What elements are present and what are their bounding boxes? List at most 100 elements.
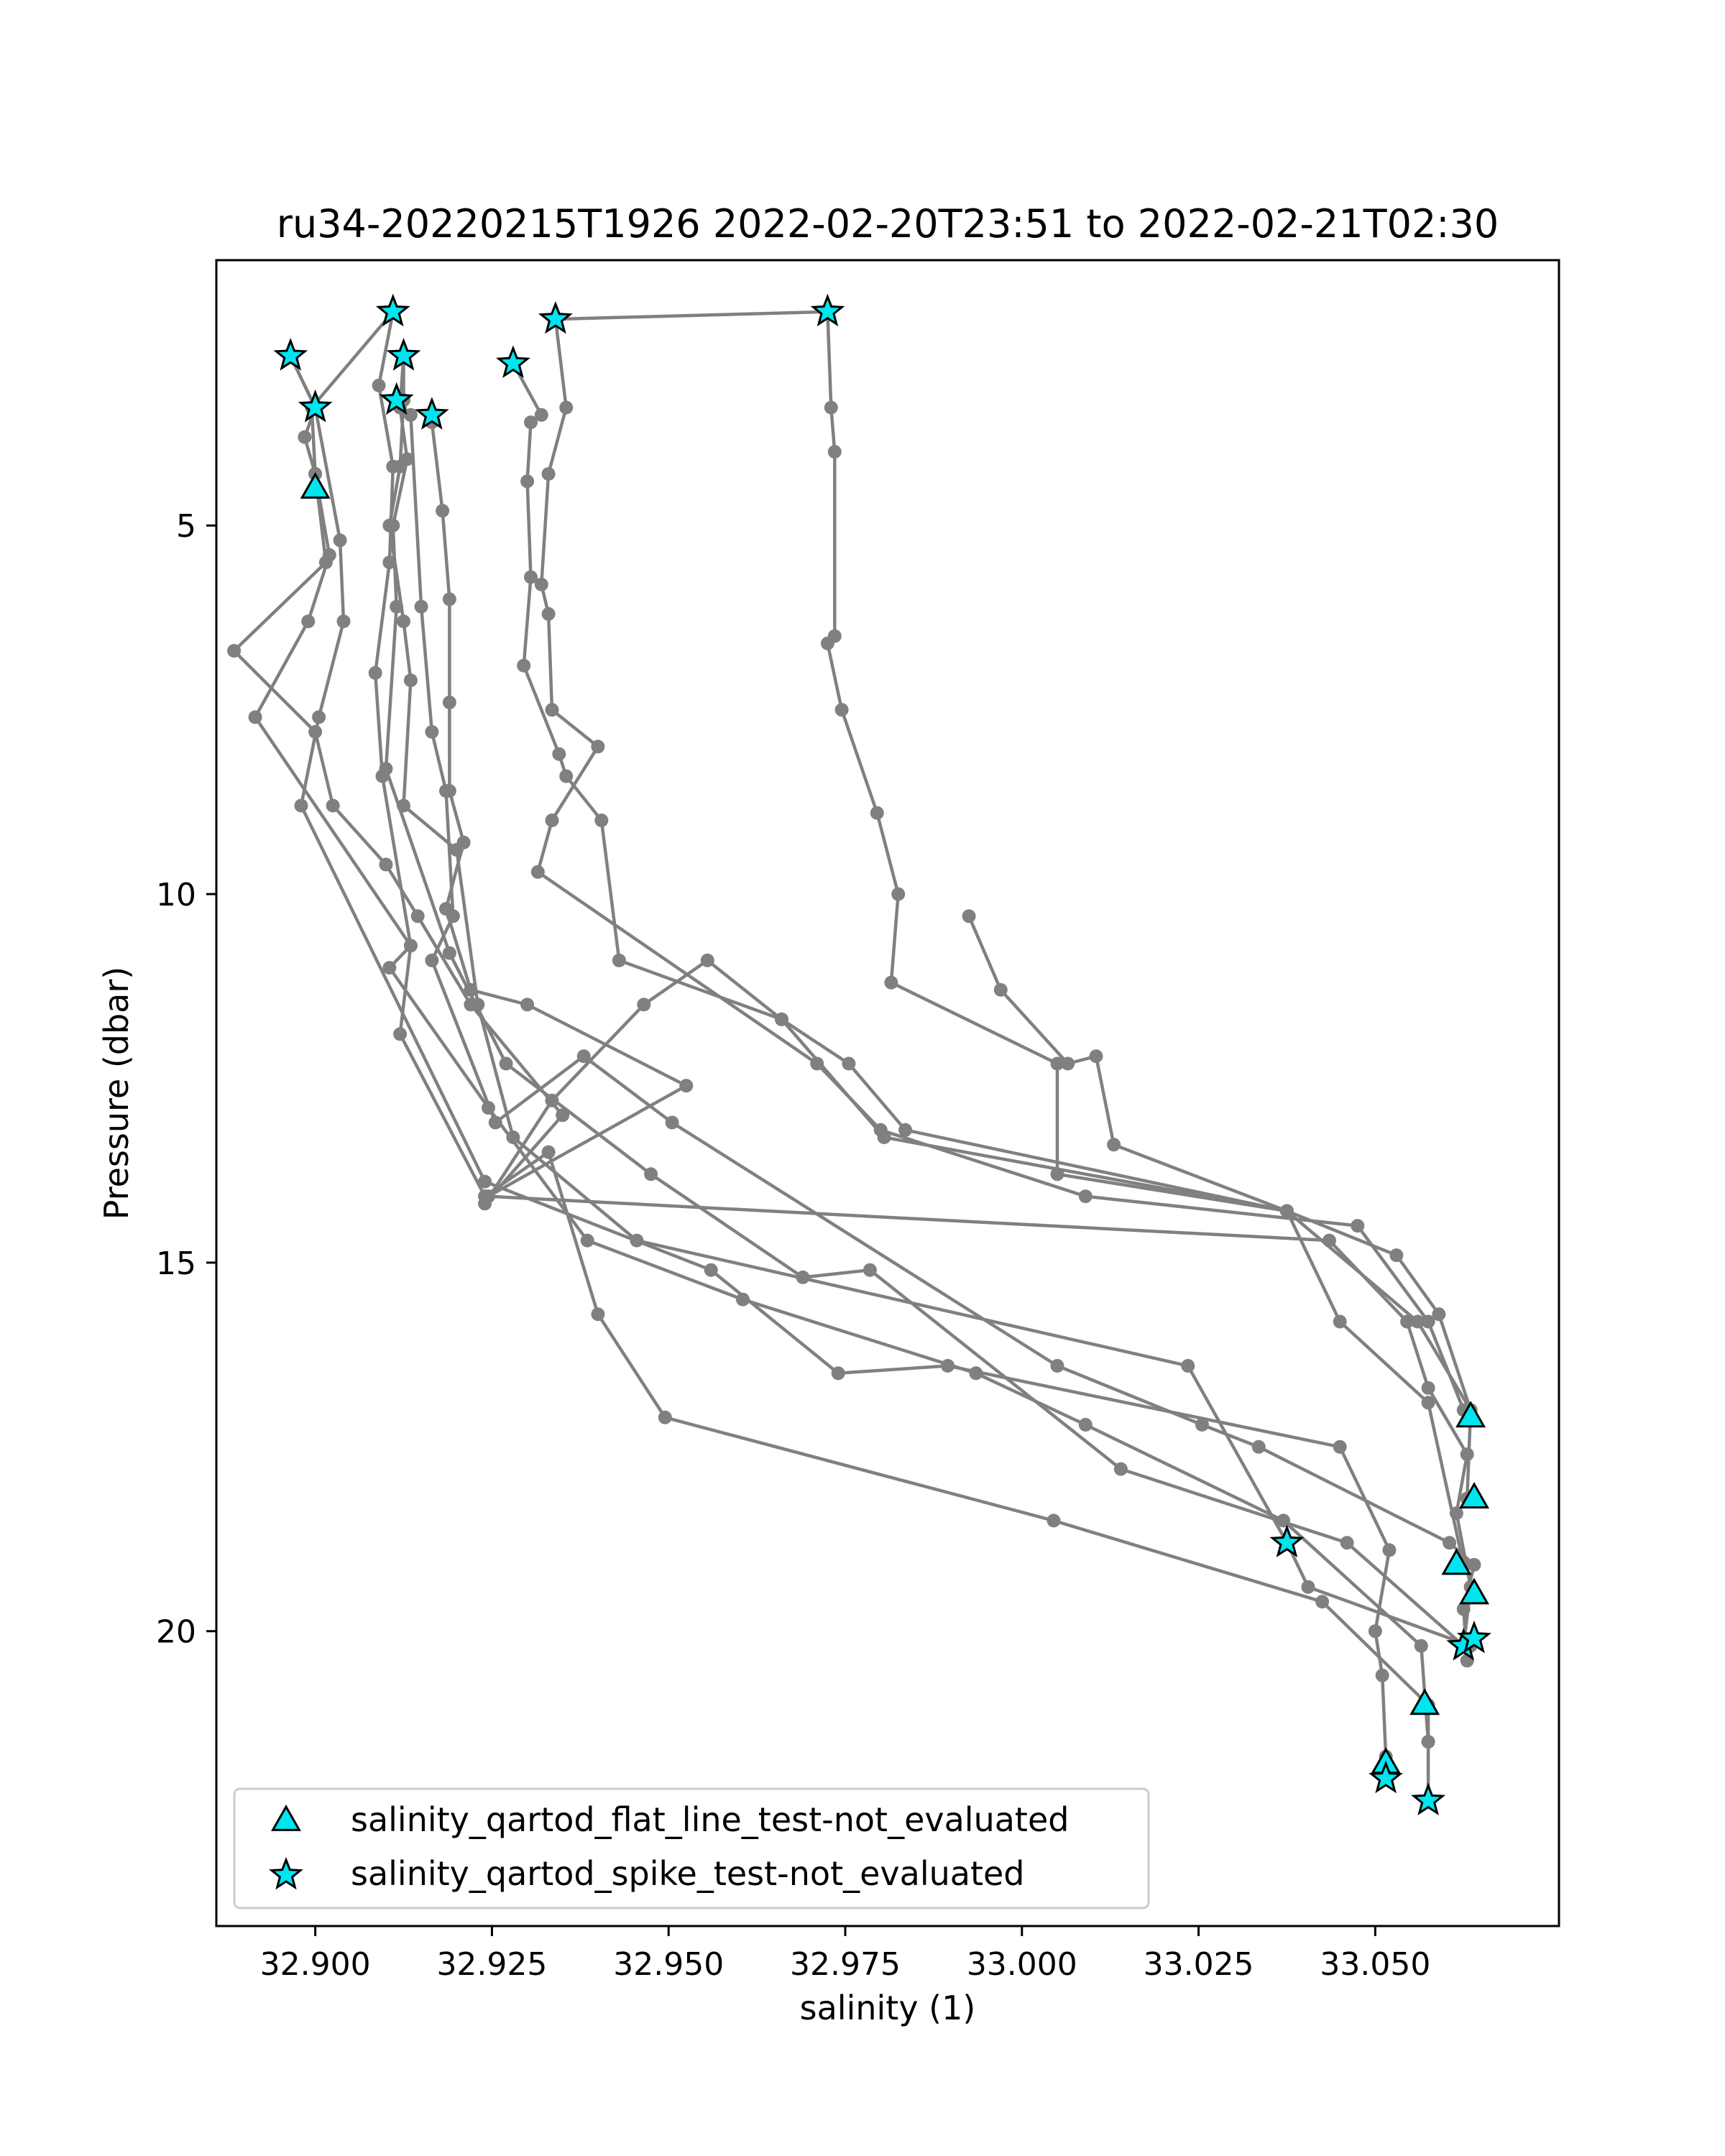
legend-label-flat-line: salinity_qartod_flat_line_test-not_evalu…	[351, 1800, 1069, 1839]
y-axis-label: Pressure (dbar)	[97, 967, 136, 1220]
profile-4-point-9	[482, 1101, 495, 1115]
profile-2-point-9	[831, 1366, 845, 1381]
profile-1-point-3	[298, 430, 312, 444]
spike-test-marker-4	[386, 338, 421, 371]
profile-8-point-5	[442, 784, 456, 798]
profile-1-point-9	[379, 857, 393, 872]
profile-5-point-7	[442, 946, 456, 960]
spike-test-marker-9	[810, 293, 845, 327]
profile-8-point-10	[679, 1079, 694, 1093]
profile-1-point-6	[227, 644, 242, 658]
spike-test-marker-2	[298, 389, 333, 423]
flat-line-test-marker-1	[300, 471, 331, 499]
y-tick-label-3: 15	[156, 1245, 196, 1282]
spike-test-marker-3	[375, 293, 410, 327]
profile-3-point-4	[322, 548, 336, 562]
profile-5-point-11	[862, 1263, 877, 1277]
profile-11-point-7	[834, 703, 849, 717]
legend: salinity_qartod_flat_line_test-not_evalu…	[233, 1787, 1150, 1909]
profile-12-point-4	[1089, 1049, 1103, 1064]
profile-10-point-3	[541, 466, 556, 481]
profile-1-point-21	[1389, 1248, 1404, 1263]
profile-9-point-6	[517, 658, 531, 673]
profile-line-2	[288, 354, 1392, 1781]
spike-test-marker-12	[1411, 1782, 1446, 1815]
profile-2-point-13	[1368, 1624, 1382, 1639]
profile-8-point-12	[1322, 1233, 1336, 1248]
profile-4-point-12	[969, 1366, 983, 1381]
profile-8-point-4	[442, 695, 456, 709]
profile-8-point-8	[464, 982, 478, 997]
profile-line-8	[430, 420, 1473, 1648]
flat-line-test-marker-4	[1441, 1548, 1472, 1575]
profile-9-point-7	[552, 747, 566, 761]
profile-10-point-7	[591, 740, 605, 754]
profile-7-point-7	[425, 953, 439, 967]
spike-test-marker-10	[1269, 1524, 1305, 1557]
plot-area	[216, 260, 1559, 1926]
spike-test-marker-5	[379, 382, 414, 415]
flat-line-test-marker-5	[1459, 1577, 1489, 1605]
profile-11-point-12	[1050, 1167, 1064, 1181]
profile-2-point-5	[312, 710, 326, 724]
profile-2-point-4	[336, 614, 351, 629]
profile-4-point-4	[382, 556, 397, 569]
profile-12-point-5	[1107, 1138, 1121, 1152]
x-tick-label-6: 33.025	[1144, 1946, 1254, 1983]
profile-1-point-22	[1432, 1307, 1446, 1322]
profile-6-point-4	[382, 518, 397, 533]
profile-8-point-2	[436, 504, 450, 518]
profile-4-point-15	[1414, 1639, 1428, 1653]
profile-7-point-4	[425, 724, 439, 739]
profile-line-1	[232, 354, 1473, 1501]
plot-frame	[215, 259, 1560, 1927]
profile-6-point-6	[403, 673, 418, 688]
profile-8-point-6	[456, 835, 471, 849]
profile-2-point-8	[704, 1263, 718, 1277]
profile-7-point-14	[1443, 1536, 1457, 1550]
legend-label-spike: salinity_qartod_spike_test-not_evaluated	[351, 1854, 1024, 1893]
legend-flat-line-triangle-icon	[271, 1804, 301, 1831]
profile-4-point-8	[382, 961, 397, 975]
profile-10-point-14	[1421, 1314, 1435, 1329]
profile-8-point-11	[482, 1189, 495, 1204]
profile-7-point-16	[1456, 1602, 1471, 1616]
profile-9-point-5	[524, 570, 538, 584]
x-tick-label-1: 32.900	[260, 1946, 371, 1983]
x-axis-label: salinity (1)	[800, 1989, 976, 2027]
profile-1-point-10	[410, 909, 425, 923]
profile-10-point-8	[545, 814, 559, 827]
profile-8-point-3	[442, 592, 456, 607]
profile-2-point-6	[294, 798, 308, 813]
profile-1-point-7	[308, 724, 323, 739]
profile-5-point-9	[644, 1167, 658, 1181]
flat-line-test-marker-2	[1455, 1401, 1486, 1428]
profile-3-point-12	[658, 1410, 672, 1424]
profile-4-point-11	[736, 1292, 750, 1307]
profile-10-point-4	[534, 577, 548, 591]
profile-1-point-18	[842, 1056, 856, 1071]
y-tick-label-2: 10	[156, 877, 196, 913]
profile-7-point-13	[1251, 1439, 1266, 1454]
profile-7-point-2	[403, 407, 418, 422]
profile-10-point-9	[530, 865, 545, 879]
profile-4-point-13	[1078, 1418, 1092, 1432]
flat-line-test-marker-3	[1459, 1482, 1489, 1509]
profile-8-point-9	[520, 998, 535, 1012]
y-tick-label-1: 5	[176, 508, 196, 545]
x-tick-label-2: 32.925	[436, 1946, 547, 1983]
chart-title: ru34-20220215T1926 2022-02-20T23:51 to 2…	[277, 201, 1499, 247]
spike-test-marker-8	[538, 300, 573, 334]
profile-8-point-14	[1421, 1381, 1435, 1395]
plot-content	[227, 293, 1491, 1815]
profile-10-point-6	[545, 703, 559, 717]
profile-11-point-10	[884, 975, 898, 990]
profile-12-point-3	[1061, 1056, 1075, 1071]
profile-3-point-10	[541, 1145, 556, 1159]
profile-8-point-16	[1449, 1506, 1463, 1521]
profile-6-point-10	[506, 1130, 520, 1144]
profile-4-point-2	[372, 378, 386, 392]
profile-6-point-12	[1181, 1359, 1195, 1373]
profile-8-point-7	[439, 902, 453, 916]
profile-4-point-5	[368, 665, 382, 680]
